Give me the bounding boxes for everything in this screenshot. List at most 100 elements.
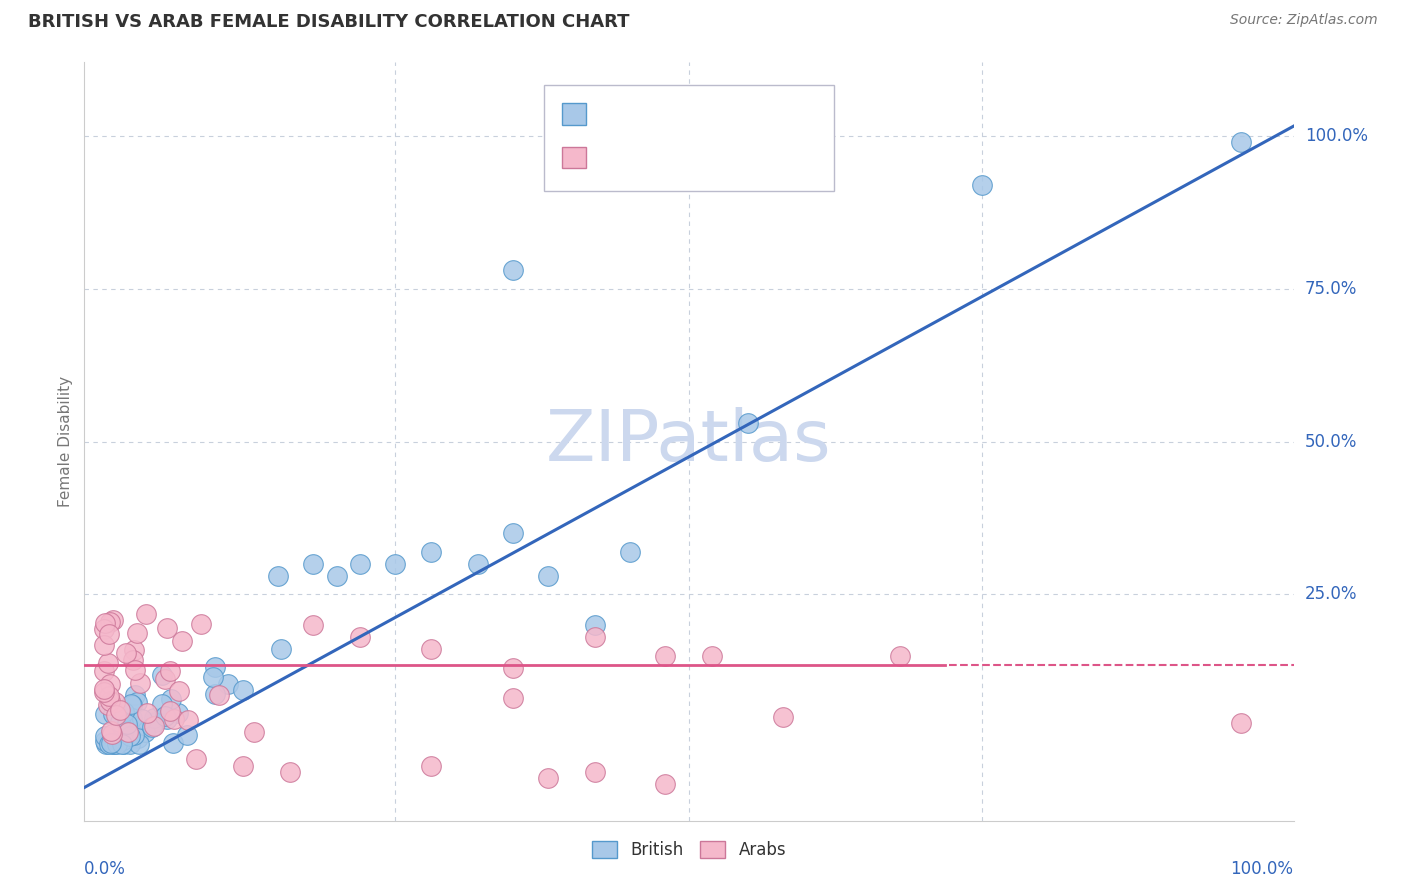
Point bbox=[93, 684, 115, 698]
Point bbox=[217, 676, 239, 690]
Point bbox=[208, 688, 231, 702]
Point bbox=[122, 643, 145, 657]
Point bbox=[326, 569, 349, 583]
Point bbox=[107, 733, 129, 747]
Point bbox=[94, 734, 117, 748]
Point bbox=[232, 683, 254, 698]
Point bbox=[124, 688, 146, 702]
Point bbox=[176, 728, 198, 742]
Point bbox=[537, 771, 560, 785]
Point bbox=[111, 737, 134, 751]
Point bbox=[1229, 135, 1251, 149]
Point bbox=[97, 698, 120, 713]
Point bbox=[702, 648, 724, 663]
Point bbox=[135, 607, 157, 621]
Point bbox=[737, 416, 759, 430]
Point bbox=[134, 724, 156, 739]
Point bbox=[537, 569, 560, 583]
Point bbox=[125, 695, 148, 709]
Text: 25.0%: 25.0% bbox=[1305, 585, 1357, 603]
Point bbox=[101, 727, 124, 741]
Point bbox=[120, 737, 142, 751]
Point bbox=[502, 661, 524, 675]
Point bbox=[349, 557, 371, 571]
Point bbox=[972, 178, 994, 192]
FancyBboxPatch shape bbox=[544, 85, 834, 191]
Point bbox=[100, 724, 122, 739]
Point bbox=[110, 703, 132, 717]
FancyBboxPatch shape bbox=[562, 146, 586, 168]
Point bbox=[204, 659, 226, 673]
Point bbox=[302, 557, 325, 571]
Point bbox=[583, 618, 606, 632]
Text: BRITISH VS ARAB FEMALE DISABILITY CORRELATION CHART: BRITISH VS ARAB FEMALE DISABILITY CORREL… bbox=[28, 13, 630, 31]
Point bbox=[93, 664, 115, 678]
Point bbox=[302, 618, 325, 632]
Point bbox=[270, 642, 292, 657]
Text: 50.0%: 50.0% bbox=[1305, 433, 1357, 450]
Point bbox=[120, 697, 142, 711]
Point bbox=[502, 691, 524, 706]
Text: 0.0%: 0.0% bbox=[84, 860, 127, 878]
Point bbox=[93, 681, 115, 696]
Point bbox=[242, 725, 264, 739]
Point bbox=[155, 708, 177, 723]
Point bbox=[94, 737, 117, 751]
Point bbox=[112, 723, 135, 737]
Point bbox=[654, 777, 676, 791]
Point bbox=[93, 615, 115, 630]
Point bbox=[267, 569, 290, 583]
Point bbox=[112, 705, 135, 719]
Point bbox=[153, 672, 176, 686]
Point bbox=[772, 709, 794, 723]
Point bbox=[202, 670, 225, 684]
Point bbox=[419, 758, 441, 772]
Point bbox=[128, 737, 150, 751]
Point bbox=[105, 731, 128, 745]
Point bbox=[143, 719, 166, 733]
Point bbox=[156, 711, 179, 725]
Point bbox=[124, 663, 146, 677]
Point bbox=[654, 648, 676, 663]
Point bbox=[98, 690, 121, 704]
Text: R = -0.003   N = 60: R = -0.003 N = 60 bbox=[600, 148, 763, 166]
Point bbox=[167, 706, 190, 720]
Point bbox=[184, 752, 207, 766]
Point bbox=[177, 713, 200, 727]
Point bbox=[122, 728, 145, 742]
Point bbox=[143, 714, 166, 729]
Point bbox=[115, 717, 138, 731]
Point bbox=[103, 737, 125, 751]
Point bbox=[93, 638, 115, 652]
Point bbox=[104, 708, 127, 723]
Point bbox=[104, 695, 127, 709]
Point bbox=[101, 613, 124, 627]
Point bbox=[114, 737, 136, 751]
Point bbox=[384, 557, 406, 571]
FancyBboxPatch shape bbox=[562, 103, 586, 125]
Point bbox=[129, 675, 152, 690]
Point bbox=[583, 764, 606, 779]
Point bbox=[419, 642, 441, 657]
Point bbox=[419, 544, 441, 558]
Text: Source: ZipAtlas.com: Source: ZipAtlas.com bbox=[1230, 13, 1378, 28]
Point bbox=[112, 732, 135, 747]
Point bbox=[190, 616, 212, 631]
Point bbox=[98, 615, 121, 629]
Point bbox=[121, 698, 143, 713]
Text: ZIPatlas: ZIPatlas bbox=[546, 407, 832, 476]
Point bbox=[94, 729, 117, 743]
Point bbox=[117, 725, 139, 739]
Point bbox=[98, 694, 121, 708]
Point bbox=[159, 665, 181, 679]
Point bbox=[583, 630, 606, 644]
Point bbox=[467, 557, 489, 571]
Point bbox=[167, 684, 190, 698]
Point bbox=[127, 731, 149, 745]
Point bbox=[204, 687, 226, 701]
Point bbox=[502, 263, 524, 277]
Point bbox=[141, 720, 163, 734]
Point bbox=[349, 630, 371, 644]
Point bbox=[100, 736, 122, 750]
Point bbox=[159, 692, 181, 706]
